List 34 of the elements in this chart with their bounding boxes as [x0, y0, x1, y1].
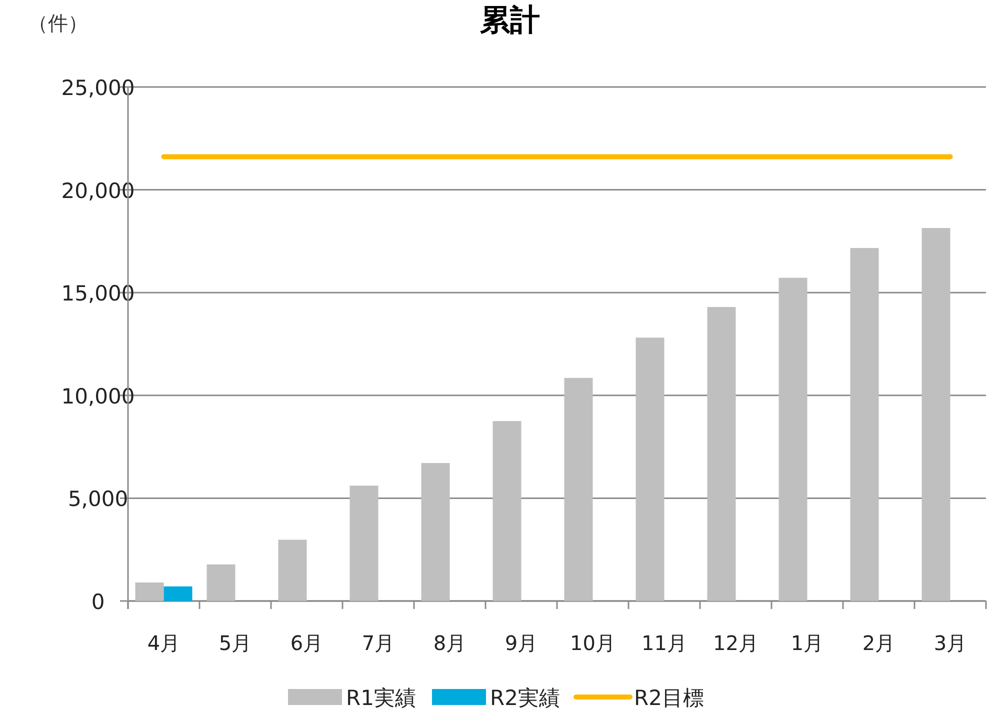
bar [278, 540, 307, 601]
bar [636, 338, 664, 601]
bar [922, 228, 950, 601]
bar [206, 564, 236, 601]
y-tick-label: 15,000 [61, 282, 135, 306]
bar [492, 421, 522, 601]
x-tick-label: 6月 [290, 631, 324, 655]
x-tick-label: 8月 [433, 631, 466, 655]
y-tick-label: 25,000 [61, 76, 135, 100]
y-tick-label: 5,000 [68, 487, 128, 512]
legend-label: R1実績 [346, 686, 416, 710]
y-axis-title: （件） [28, 11, 88, 35]
y-tick-label: 0 [91, 590, 105, 614]
legend-label: R2目標 [634, 686, 704, 710]
bar [707, 306, 736, 601]
chart-title: 累計 [479, 3, 540, 38]
x-tick-label: 10月 [570, 631, 616, 655]
x-tick-label: 12月 [713, 631, 758, 655]
x-tick-label: 5月 [218, 631, 252, 655]
x-tick-label: 4月 [147, 631, 180, 655]
x-tick-label: 7月 [362, 631, 395, 655]
x-tick-label: 9月 [504, 631, 538, 655]
x-tick-label: 2月 [862, 631, 896, 655]
bar [850, 248, 879, 601]
x-tick-label: 11月 [642, 631, 687, 655]
legend-label: R2実績 [490, 686, 560, 710]
x-tick-label: 1月 [790, 631, 824, 655]
bar [421, 463, 450, 601]
bar [778, 278, 808, 601]
y-tick-label: 10,000 [61, 384, 135, 408]
bar [564, 378, 593, 601]
bar [350, 486, 378, 601]
x-tick-label: 3月 [934, 631, 967, 655]
y-tick-label: 20,000 [61, 178, 135, 203]
